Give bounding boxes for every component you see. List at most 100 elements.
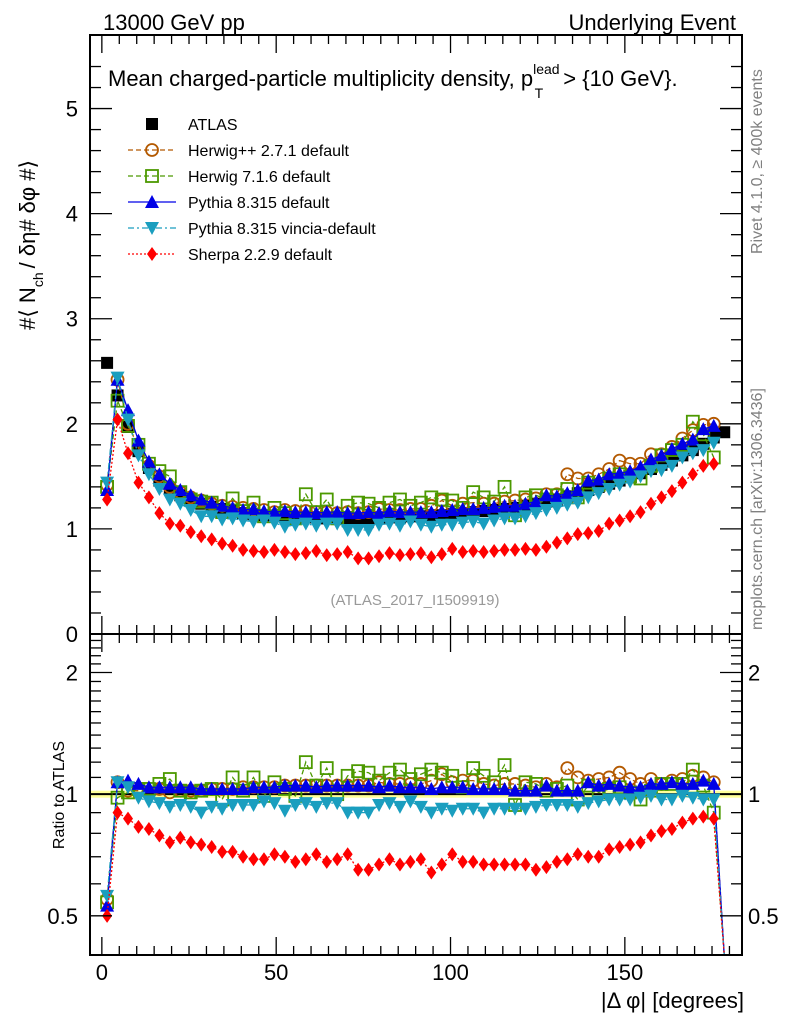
data-point bbox=[476, 806, 491, 820]
analysis-watermark: (ATLAS_2017_I1509919) bbox=[330, 592, 499, 609]
data-point bbox=[445, 502, 460, 516]
data-point bbox=[374, 549, 385, 564]
ratio-series-pythia-8-315-default bbox=[100, 773, 725, 956]
data-point bbox=[604, 516, 615, 531]
data-point bbox=[560, 498, 575, 512]
data-point bbox=[353, 862, 364, 877]
data-point bbox=[570, 800, 585, 814]
data-point bbox=[141, 454, 156, 468]
data-point bbox=[392, 800, 407, 814]
data-point bbox=[248, 543, 259, 558]
legend-marker bbox=[146, 118, 158, 130]
data-point bbox=[413, 505, 428, 519]
data-point bbox=[217, 844, 228, 859]
x-tick-labels: 0 50 100 150 bbox=[96, 960, 643, 985]
data-point bbox=[152, 467, 167, 481]
data-point bbox=[269, 542, 280, 557]
data-point bbox=[560, 783, 575, 797]
data-point bbox=[164, 835, 175, 850]
data-point bbox=[141, 468, 156, 482]
data-point bbox=[236, 502, 251, 516]
data-point bbox=[372, 780, 387, 794]
ratio-panel: 0.5 0.5 1 1 2 2 0 50 100 150 Ratio to ATLAS |Δ φ… bbox=[47, 633, 779, 1013]
data-point bbox=[434, 765, 449, 780]
data-point bbox=[424, 806, 439, 820]
ylabel-tail: / δη# δφ #⟩ bbox=[15, 160, 40, 269]
data-point bbox=[267, 780, 282, 794]
data-point bbox=[361, 523, 376, 537]
data-point bbox=[267, 797, 282, 811]
data-point bbox=[309, 519, 324, 533]
data-point bbox=[288, 505, 303, 519]
data-point bbox=[633, 470, 648, 484]
legend-label: Herwig++ 2.7.1 default bbox=[188, 143, 350, 160]
data-point bbox=[162, 493, 177, 507]
data-point bbox=[562, 531, 573, 546]
data-point bbox=[319, 517, 334, 531]
legend-item-pythia-8-315-vincia-default: Pythia 8.315 vincia-default bbox=[128, 221, 376, 238]
data-point bbox=[685, 414, 700, 429]
data-point bbox=[643, 789, 658, 803]
x-tick-label: 50 bbox=[264, 960, 288, 985]
data-point bbox=[236, 781, 251, 795]
data-point bbox=[382, 504, 397, 518]
data-point bbox=[572, 527, 583, 542]
data-point bbox=[478, 545, 489, 560]
data-point bbox=[330, 797, 345, 811]
y-tick-label: 2 bbox=[66, 412, 78, 437]
data-point bbox=[194, 781, 209, 795]
data-point bbox=[392, 519, 407, 533]
data-point bbox=[581, 491, 596, 505]
data-point bbox=[508, 802, 523, 816]
data-point bbox=[298, 755, 313, 770]
data-point bbox=[612, 478, 627, 492]
data-point bbox=[633, 780, 648, 794]
data-point bbox=[110, 371, 125, 385]
data-point bbox=[267, 505, 282, 519]
data-point bbox=[319, 761, 334, 775]
plot-title: Mean charged-particle multiplicity densi… bbox=[108, 61, 678, 101]
data-point bbox=[623, 793, 638, 807]
ratio-series-pythia-8-315-vincia-default bbox=[100, 776, 725, 956]
legend-marker bbox=[145, 143, 159, 157]
data-point bbox=[455, 802, 470, 816]
data-point bbox=[476, 517, 491, 531]
data-point bbox=[340, 806, 355, 820]
data-point bbox=[332, 547, 343, 562]
data-point bbox=[654, 776, 669, 790]
data-point bbox=[384, 852, 395, 867]
data-point bbox=[288, 518, 303, 532]
data-point bbox=[382, 778, 397, 792]
mcplots-label: mcplots.cern.ch [arXiv:1306.3436] bbox=[749, 388, 766, 630]
data-point bbox=[528, 494, 543, 508]
data-point bbox=[593, 849, 604, 864]
data-point bbox=[560, 761, 575, 775]
data-point bbox=[300, 852, 311, 867]
data-point bbox=[100, 476, 115, 490]
data-point bbox=[101, 356, 114, 369]
data-point bbox=[654, 464, 669, 478]
data-point bbox=[332, 852, 343, 867]
data-point bbox=[277, 504, 292, 518]
ratio-axis-ticks bbox=[90, 634, 742, 955]
data-point bbox=[342, 847, 353, 862]
main-panel: 0 1 2 3 4 5 Mean charged-particle multiplicit… bbox=[15, 34, 743, 647]
data-point bbox=[311, 847, 322, 862]
data-point bbox=[675, 776, 690, 790]
data-point bbox=[539, 799, 554, 813]
data-point bbox=[183, 780, 198, 794]
data-point bbox=[256, 780, 271, 794]
data-point bbox=[445, 518, 460, 532]
data-point bbox=[413, 518, 428, 532]
data-point bbox=[685, 432, 700, 446]
data-point bbox=[612, 793, 627, 807]
main-axis-ticks bbox=[90, 35, 742, 635]
data-point bbox=[591, 795, 606, 809]
data-point bbox=[455, 780, 470, 794]
data-point bbox=[215, 781, 230, 795]
data-point bbox=[706, 436, 721, 450]
data-point bbox=[256, 514, 271, 528]
data-point bbox=[351, 778, 366, 792]
data-point bbox=[520, 857, 531, 872]
